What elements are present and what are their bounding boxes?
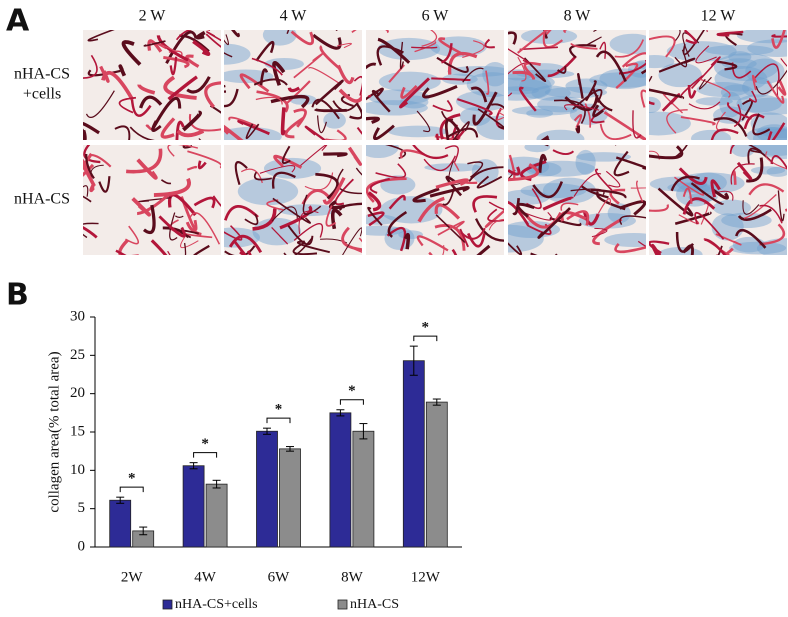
significance-label: * xyxy=(422,320,430,336)
bar xyxy=(256,430,278,548)
panel-label: B xyxy=(6,278,29,313)
y-tick-label: 20 xyxy=(70,385,85,401)
bar xyxy=(402,360,425,548)
bar xyxy=(279,448,301,548)
histology-image xyxy=(83,145,221,255)
error-bar xyxy=(263,427,271,435)
y-tick-label: 5 xyxy=(78,500,86,516)
y-tick-label: 25 xyxy=(70,347,85,363)
column-label: 6 W xyxy=(422,8,450,25)
histology-image xyxy=(508,30,646,140)
significance-label: * xyxy=(348,383,356,399)
significance-label: * xyxy=(128,471,136,487)
column-label: 4 W xyxy=(280,8,308,25)
y-axis-label: collagen area(% total area) xyxy=(46,351,62,512)
error-bar xyxy=(286,446,294,452)
x-tick-label: 2W xyxy=(121,569,144,585)
histology-image xyxy=(366,30,504,140)
x-tick-label: 12W xyxy=(411,569,441,585)
error-bar xyxy=(432,398,441,406)
significance-label: * xyxy=(275,402,283,418)
row-label: nHA-CS xyxy=(14,66,70,83)
significance-bracket xyxy=(339,399,364,405)
histology-image xyxy=(649,145,787,255)
legend-swatch xyxy=(162,599,173,610)
error-bar xyxy=(116,496,125,504)
error-bar xyxy=(359,423,368,440)
significance-bracket xyxy=(193,452,218,458)
column-label: 12 W xyxy=(701,8,737,25)
bar xyxy=(329,412,352,548)
error-bar xyxy=(189,462,198,470)
bar xyxy=(205,483,228,548)
legend-label: nHA-CS+cells xyxy=(175,597,258,612)
y-tick-label: 0 xyxy=(78,538,86,554)
significance-bracket xyxy=(266,417,291,424)
bar xyxy=(109,499,132,548)
error-bar xyxy=(336,409,345,417)
error-bar xyxy=(212,479,221,489)
significance-bracket xyxy=(413,335,438,342)
bar xyxy=(182,465,205,548)
legend-swatch xyxy=(337,599,348,610)
significance-bracket xyxy=(119,486,144,493)
histology-image xyxy=(224,30,362,140)
histology-image xyxy=(224,145,362,255)
row-label: +cells xyxy=(23,86,61,103)
y-tick-label: 10 xyxy=(70,462,85,478)
x-tick-label: 6W xyxy=(268,569,291,585)
x-tick-label: 8W xyxy=(341,569,364,585)
row-label: nHA-CS xyxy=(14,191,70,208)
error-bar xyxy=(139,526,148,536)
histology-image xyxy=(649,30,787,140)
histology-image xyxy=(83,30,221,140)
histology-image xyxy=(508,145,646,255)
y-tick-label: 15 xyxy=(70,423,85,439)
legend-label: nHA-CS xyxy=(350,597,399,612)
histology-image xyxy=(366,145,504,255)
panel-label: A xyxy=(6,4,30,39)
x-tick-label: 4W xyxy=(194,569,217,585)
bar xyxy=(352,430,375,548)
significance-label: * xyxy=(201,436,209,452)
column-label: 8 W xyxy=(564,8,592,25)
column-label: 2 W xyxy=(139,8,167,25)
y-tick-label: 30 xyxy=(70,308,85,324)
bar xyxy=(425,401,448,548)
error-bar xyxy=(409,345,418,376)
